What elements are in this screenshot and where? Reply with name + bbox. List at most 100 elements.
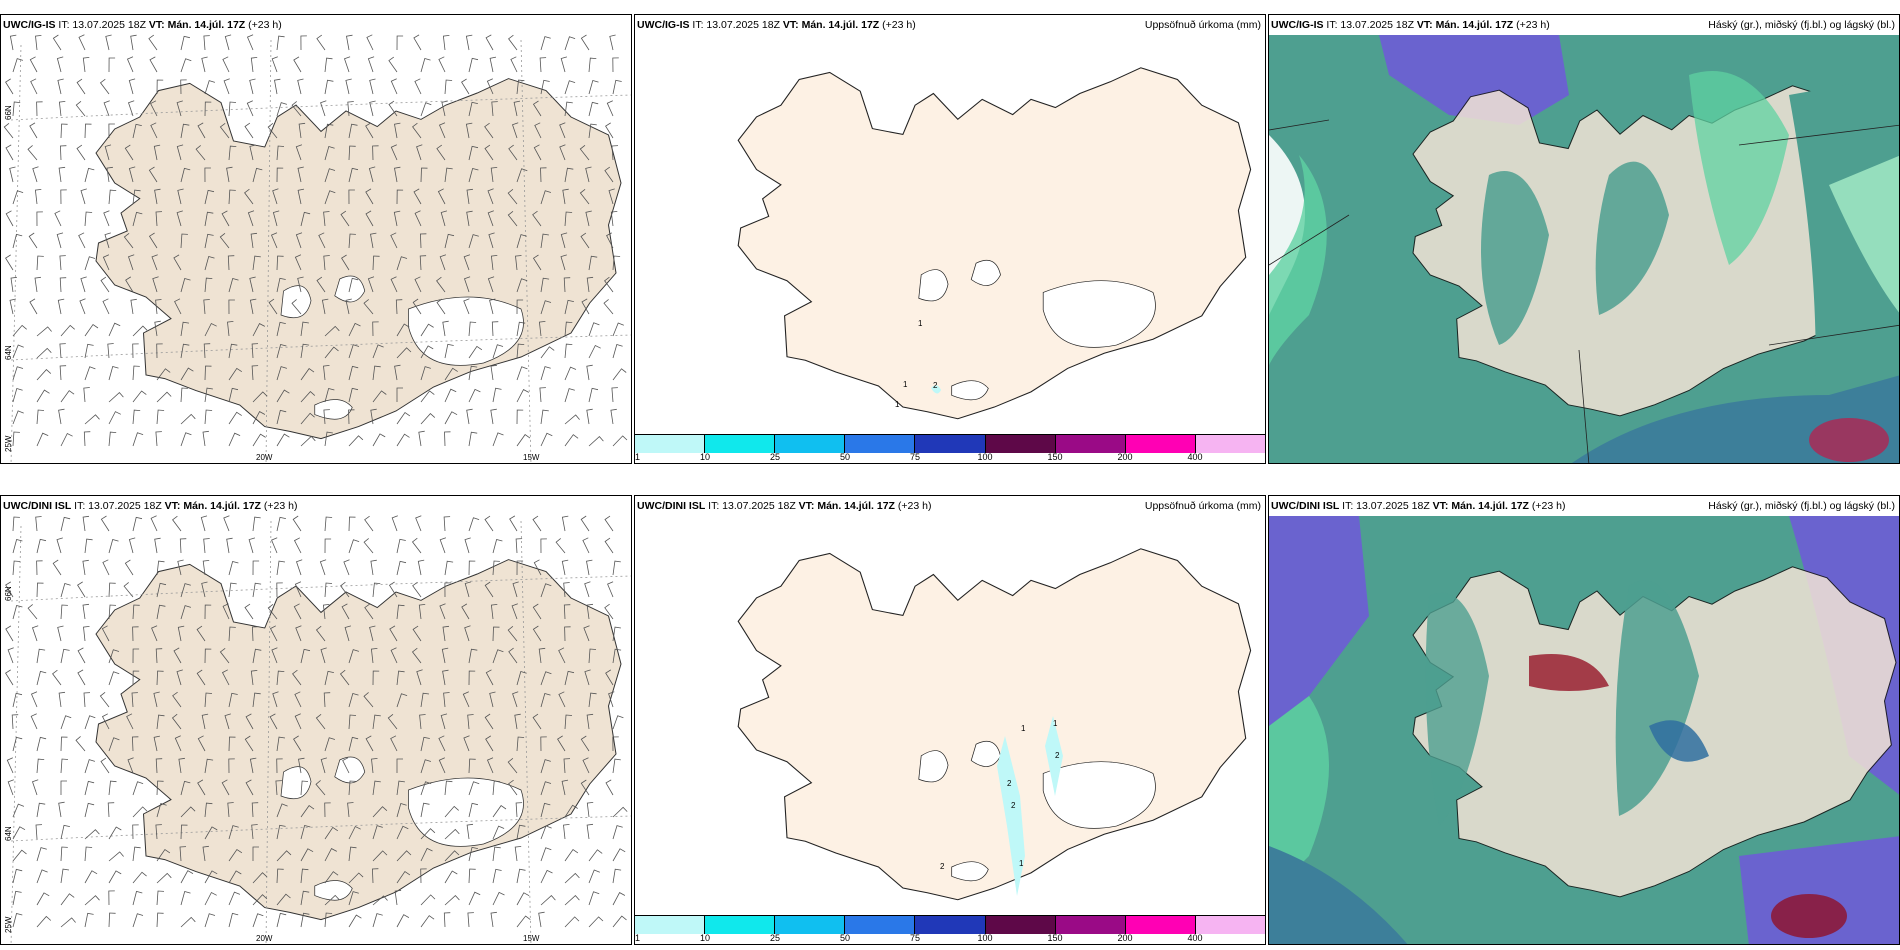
wind-barb xyxy=(372,321,379,337)
wind-barb xyxy=(437,188,446,205)
wind-barb xyxy=(492,432,504,447)
wind-barb xyxy=(324,388,335,403)
colorbar-cell xyxy=(635,435,706,453)
wind-barb xyxy=(487,210,494,227)
wind-barb xyxy=(300,780,309,796)
wind-barb xyxy=(516,560,524,576)
wind-barb xyxy=(324,516,333,532)
wind-barb xyxy=(276,582,283,598)
wind-barb xyxy=(390,735,398,752)
wind-barb xyxy=(436,298,446,315)
wind-barb xyxy=(586,408,593,425)
wind-barb xyxy=(195,145,206,161)
wind-barb xyxy=(201,713,209,730)
wind-barb xyxy=(58,408,65,425)
wind-barb xyxy=(124,559,134,576)
wind-barb xyxy=(420,736,430,752)
mid-cloud xyxy=(1269,696,1329,896)
wind-barb xyxy=(132,516,143,532)
wind-barb xyxy=(201,56,208,73)
wind-barb xyxy=(444,167,453,183)
wind-barb xyxy=(12,605,23,620)
wind-barb xyxy=(84,870,98,884)
wind-barb xyxy=(540,671,552,686)
wind-barb xyxy=(52,669,62,686)
wind-barb xyxy=(418,430,425,447)
wind-barb xyxy=(156,391,172,403)
wind-barb xyxy=(60,516,71,532)
wind-barb xyxy=(204,692,213,708)
wind-barb xyxy=(156,79,164,95)
cloud-panel-row1: UWC/IG-IS IT: 13.07.2025 18Z VT: Mán. 14… xyxy=(1268,14,1900,464)
wind-barb xyxy=(490,911,497,928)
wind-barb xyxy=(176,210,183,227)
wind-barb xyxy=(532,515,542,532)
wind-barb xyxy=(532,603,542,620)
wind-barb xyxy=(564,626,571,642)
wind-barb xyxy=(171,713,182,730)
wind-barb xyxy=(272,691,279,708)
colorbar-ticks: 1 10 25 50 75 100 150 200 400 xyxy=(635,933,1265,944)
wind-barb xyxy=(507,625,518,642)
colorbar-ticks: 1 10 25 50 75 100 150 200 400 xyxy=(635,452,1265,463)
wind-barb xyxy=(396,560,407,576)
wind-barb xyxy=(108,737,120,752)
wind-barb xyxy=(228,736,236,752)
wind-barb xyxy=(252,648,262,664)
colorbar-cell xyxy=(1125,916,1196,934)
wind-barb xyxy=(293,603,302,620)
wind-barb xyxy=(540,366,551,381)
wind-barb xyxy=(30,713,38,730)
wind-barb xyxy=(180,123,190,139)
wind-barb xyxy=(347,802,354,818)
wind-barb xyxy=(442,320,449,337)
colorbar-cell xyxy=(705,435,776,453)
wind-barb xyxy=(612,255,621,271)
wind-barb xyxy=(516,671,527,686)
wind-barb xyxy=(156,803,167,818)
wind-barb xyxy=(540,277,550,293)
wind-barb xyxy=(127,757,134,774)
wind-barb xyxy=(276,824,286,840)
wind-barb xyxy=(348,736,359,752)
wind-barb xyxy=(564,872,580,884)
wind-barb xyxy=(516,168,528,183)
wind-barb xyxy=(252,913,264,928)
wind-barb xyxy=(396,780,405,796)
wind-barb xyxy=(540,190,552,205)
wind-barb xyxy=(442,625,450,642)
wind-barb xyxy=(564,714,573,730)
wind-barb xyxy=(60,189,67,205)
wind-barb xyxy=(228,278,239,293)
colorbar xyxy=(635,915,1265,934)
wind-barb xyxy=(174,298,182,315)
wind-barb xyxy=(324,431,333,447)
lon-label: 20W xyxy=(256,934,273,943)
lat-label: 25W xyxy=(4,916,13,933)
wind-barb xyxy=(204,101,212,117)
wind-barb xyxy=(348,714,357,730)
colorbar-tick: 50 xyxy=(839,933,851,943)
wind-barb xyxy=(534,122,542,139)
wind-barb xyxy=(132,626,139,642)
wind-barb xyxy=(540,759,551,774)
wind-barb xyxy=(60,780,67,795)
wind-barb xyxy=(348,167,359,183)
wind-barb xyxy=(364,603,374,620)
wind-barb xyxy=(100,276,110,293)
lon-label: 15W xyxy=(523,453,540,462)
wind-barb xyxy=(228,432,241,447)
wind-barb xyxy=(276,758,283,774)
wind-barb xyxy=(125,276,134,293)
wind-barb xyxy=(276,344,287,359)
high-cloud xyxy=(1269,516,1369,726)
wind-barb xyxy=(372,582,381,598)
wind-barb xyxy=(132,432,144,447)
wind-barb xyxy=(540,346,555,359)
wind-barb xyxy=(103,210,110,227)
panel-header: UWC/DINI ISL IT: 13.07.2025 18Z VT: Mán.… xyxy=(1,496,631,516)
wind-barb xyxy=(251,824,258,840)
wind-barb xyxy=(203,299,210,315)
wind-barb xyxy=(180,806,196,818)
wind-barb xyxy=(420,102,432,117)
